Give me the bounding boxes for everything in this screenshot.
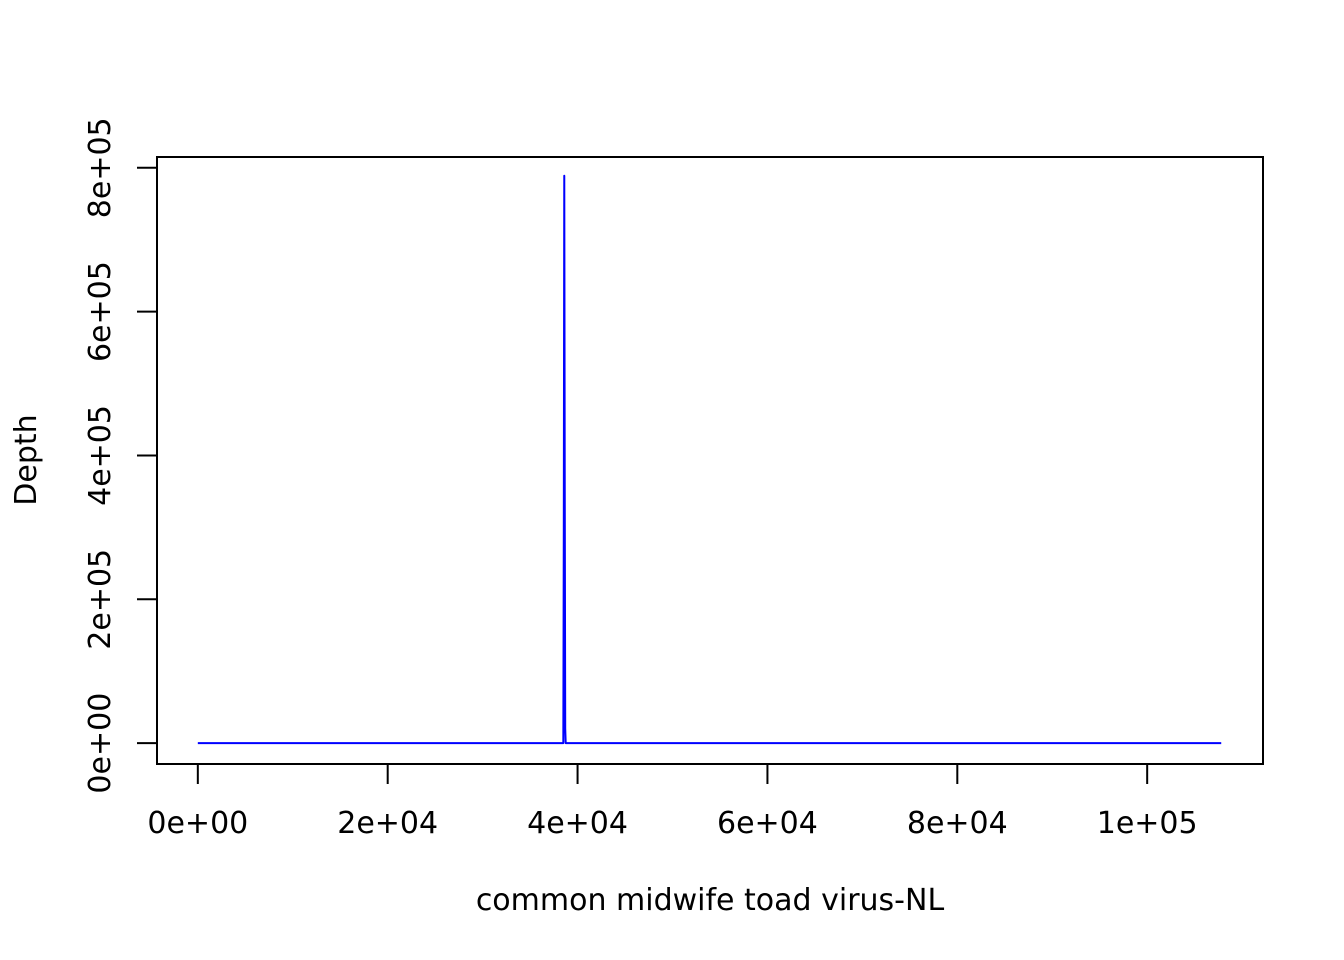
x-axis-title: common midwife toad virus-NL (476, 883, 945, 918)
x-axis: 0e+00 2e+04 4e+04 6e+04 8e+04 1e+05 (147, 763, 1198, 841)
x-tick-label: 0e+00 (147, 806, 248, 841)
x-tick-label: 2e+04 (337, 806, 438, 841)
x-tick-label: 4e+04 (527, 806, 628, 841)
x-tick-label: 8e+04 (907, 806, 1008, 841)
y-tick-label: 4e+05 (83, 405, 118, 506)
series-layer (197, 174, 1222, 745)
y-axis-title: Depth (9, 414, 44, 505)
x-tick-label: 1e+05 (1097, 806, 1198, 841)
plot-frame (156, 156, 1264, 765)
y-tick-label: 8e+05 (83, 117, 118, 218)
y-tick-label: 6e+05 (83, 261, 118, 362)
depth-series-line (197, 174, 1222, 745)
x-tick-label: 6e+04 (717, 806, 818, 841)
y-tick-label: 0e+00 (83, 693, 118, 794)
y-axis: 0e+00 2e+05 4e+05 6e+05 8e+05 (83, 117, 158, 794)
y-tick-label: 2e+05 (83, 549, 118, 650)
